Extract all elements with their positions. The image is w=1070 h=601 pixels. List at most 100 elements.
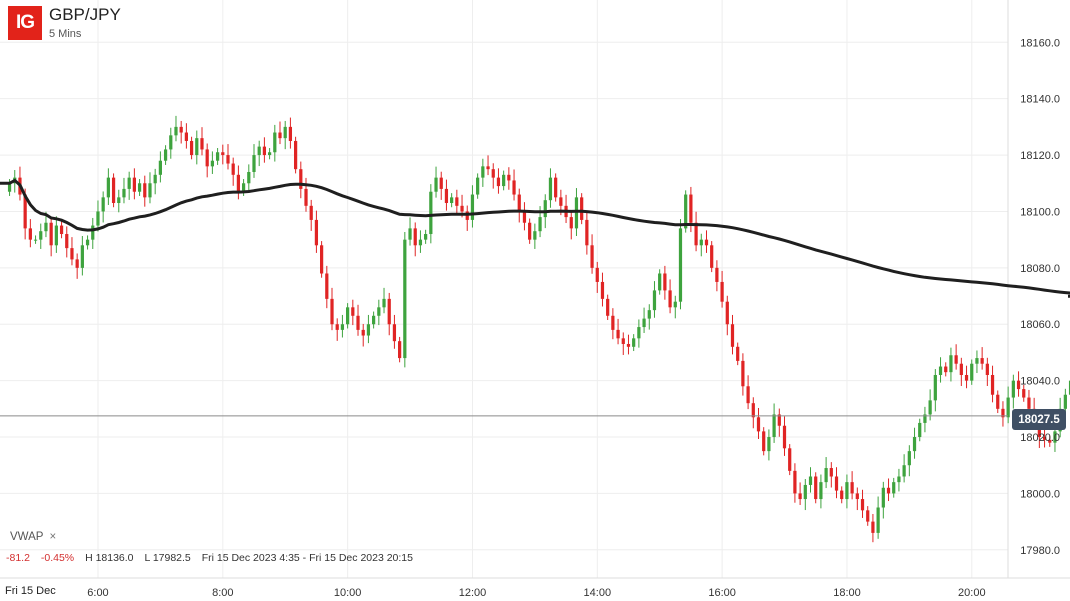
price-tick-label: 17980.0 <box>1020 545 1060 557</box>
candle-down <box>663 273 667 291</box>
candle-down <box>356 315 360 330</box>
candles <box>7 115 1070 543</box>
candle-down <box>886 487 891 494</box>
candle-down <box>715 267 719 282</box>
candle-down <box>756 417 761 432</box>
candle-down <box>985 363 989 375</box>
candle-down <box>23 194 27 229</box>
candle-down <box>866 510 870 522</box>
candle-down <box>595 267 599 282</box>
candle-up <box>429 191 433 235</box>
price-tick-label: 18040.0 <box>1020 376 1060 388</box>
candle-down <box>554 177 558 198</box>
candle-up <box>403 239 407 359</box>
candle-down <box>319 245 324 274</box>
price-axis: 17980.0 18000.0 18020.0 18040.0 18060.0 18080… <box>1020 37 1060 557</box>
ig-logo: IG <box>8 6 42 40</box>
candle-down <box>387 298 391 325</box>
candle-up <box>881 487 885 508</box>
candle-down <box>70 248 74 260</box>
candle-up <box>1053 431 1057 443</box>
candle-up <box>1068 380 1070 395</box>
candle-up <box>876 507 880 533</box>
vwap-label[interactable]: VWAP <box>10 531 44 543</box>
candle-up <box>772 414 776 438</box>
candle-up <box>91 225 95 240</box>
candle-up <box>85 239 90 246</box>
candle-down <box>840 490 844 500</box>
candle-down <box>65 234 69 249</box>
current-price-tag: 18027.5 <box>1012 409 1066 430</box>
candle-up <box>918 422 922 438</box>
candle-down <box>189 140 194 156</box>
price-tick-label: 18060.0 <box>1020 319 1060 331</box>
candle-down <box>309 205 313 220</box>
price-tick-label: 18000.0 <box>1020 488 1060 500</box>
candle-down <box>184 132 188 141</box>
candle-up <box>637 327 641 339</box>
candle-down <box>736 346 740 361</box>
interval-label[interactable]: 5 Mins <box>49 28 82 40</box>
candle-down <box>585 219 589 246</box>
time-tick-label: 14:00 <box>584 587 612 599</box>
candle-up <box>684 194 688 229</box>
candle-down <box>262 146 267 156</box>
stats-bar: -81.2 -0.45% H 18136.0 L 17982.5 Fri 15 … <box>6 552 421 564</box>
candle-down <box>200 138 204 150</box>
candle-down <box>860 499 865 511</box>
candle-down <box>205 149 209 167</box>
candle-down <box>314 219 319 246</box>
candle-down <box>793 470 797 494</box>
candle-down <box>398 341 402 359</box>
candle-up <box>252 155 256 172</box>
candle-down <box>569 217 573 229</box>
candle-up <box>273 132 277 153</box>
candle-up <box>169 135 173 150</box>
candle-up <box>39 231 43 240</box>
candle-down <box>616 329 620 339</box>
candle-up <box>44 222 48 232</box>
candle-up <box>538 217 542 232</box>
candle-down <box>231 163 235 175</box>
candle-up <box>923 414 927 423</box>
candle-up <box>117 197 121 204</box>
candle-up <box>54 225 58 246</box>
instrument-symbol[interactable]: GBP/JPY <box>49 5 121 24</box>
candle-up <box>122 188 126 198</box>
close-icon[interactable]: × <box>49 531 57 543</box>
candle-down <box>351 307 355 316</box>
candle-down <box>730 324 735 347</box>
candle-down <box>75 259 79 268</box>
candle-down <box>49 222 53 246</box>
candle-up <box>377 307 381 316</box>
candle-up <box>408 228 412 240</box>
candle-up <box>912 437 917 452</box>
time-tick-label: 10:00 <box>334 587 362 599</box>
candle-up <box>933 374 937 401</box>
candle-down <box>179 126 183 133</box>
candle-down <box>517 194 521 212</box>
candle-down <box>325 273 329 299</box>
candle-down <box>413 228 417 246</box>
candle-up <box>210 160 215 167</box>
candle-down <box>111 177 116 204</box>
candle-up <box>366 324 371 336</box>
candle-down <box>621 338 625 344</box>
candle-down <box>522 211 527 223</box>
candle-down <box>990 374 995 395</box>
candle-up <box>153 174 157 184</box>
candle-up <box>137 183 142 192</box>
candle-up <box>673 301 677 308</box>
vwap-line <box>0 178 1070 298</box>
time-tick-label: 18:00 <box>833 587 861 599</box>
price-tick-label: 18120.0 <box>1020 150 1060 162</box>
candle-up <box>574 197 579 229</box>
candle-up <box>845 482 849 500</box>
candle-up <box>502 174 506 187</box>
candle-down <box>288 126 293 141</box>
indicator-legend: VWAP × <box>10 531 56 543</box>
candle-down <box>1042 437 1047 440</box>
candle-down <box>221 152 225 156</box>
price-tick-label: 18160.0 <box>1020 37 1060 49</box>
